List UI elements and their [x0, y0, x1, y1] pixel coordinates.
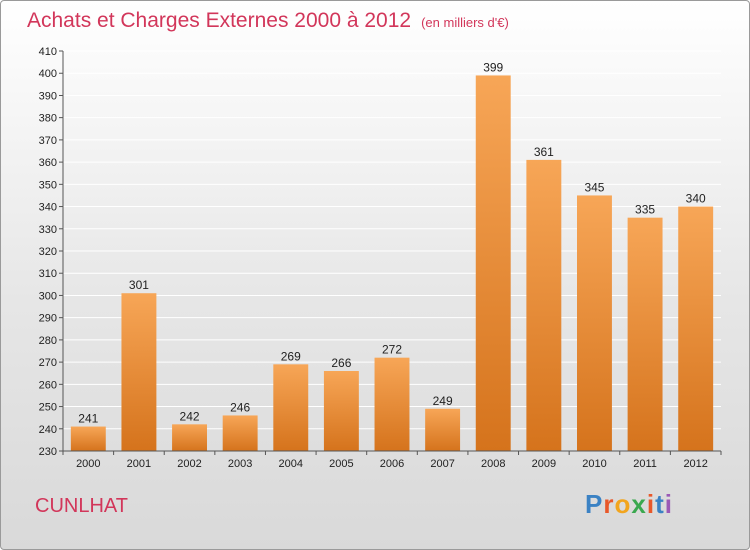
x-axis-ticks: 2000 2001 2002 2003 2004 2005 2006 2007 2008 2009…: [62, 451, 722, 470]
bar-2009: [526, 159, 562, 451]
x-tick-label-2000: 2000: [76, 458, 100, 470]
y-tick-label: 250: [39, 402, 57, 414]
x-tick-label-2009: 2009: [532, 458, 556, 470]
x-tick-label-2004: 2004: [279, 458, 303, 470]
y-tick-label: 260: [39, 379, 57, 391]
logo-letter: i: [664, 489, 673, 519]
bar-2001: [121, 293, 157, 451]
value-label-2000: 241: [78, 412, 98, 426]
x-tick-label-2006: 2006: [380, 458, 404, 470]
y-tick-label: 230: [39, 446, 57, 458]
x-tick-label-2007: 2007: [430, 458, 454, 470]
y-tick-label: 360: [39, 157, 57, 169]
y-tick-label: 240: [39, 424, 57, 436]
bar-2005: [323, 371, 359, 451]
bar-2011: [627, 217, 663, 451]
y-tick-label: 270: [39, 357, 57, 369]
place-name: CUNLHAT: [35, 495, 128, 517]
x-tick-label-2010: 2010: [582, 458, 606, 470]
y-tick-label: 300: [39, 290, 57, 302]
y-tick-label: 290: [39, 313, 57, 325]
y-tick-label: 370: [39, 135, 57, 147]
y-tick-label: 350: [39, 179, 57, 191]
value-labels: 241 301 242 246 269 266 272 249 399 361 345 335 340: [78, 60, 706, 425]
bars: [70, 75, 714, 451]
bar-2008: [475, 75, 511, 451]
x-tick-label-2008: 2008: [481, 458, 505, 470]
value-label-2003: 246: [230, 400, 250, 414]
value-label-2010: 345: [584, 180, 604, 194]
chart-subtitle: (en milliers d'€): [421, 15, 509, 30]
y-tick-label: 400: [39, 68, 57, 80]
bar-2000: [70, 426, 106, 451]
value-label-2008: 399: [483, 60, 503, 74]
logo-letter: o: [614, 489, 632, 519]
x-tick-label-2011: 2011: [633, 458, 657, 470]
y-tick-label: 310: [39, 268, 57, 280]
logo-letter: r: [603, 489, 615, 519]
bar-2003: [222, 415, 258, 451]
value-label-2001: 301: [129, 278, 149, 292]
y-tick-label: 320: [39, 246, 57, 258]
value-label-2006: 272: [382, 343, 402, 357]
logo-letter: t: [655, 489, 665, 519]
y-tick-label: 330: [39, 224, 57, 236]
bar-2002: [172, 424, 208, 451]
bar-2004: [273, 364, 309, 451]
x-tick-label-2001: 2001: [127, 458, 151, 470]
chart-title-text: Achats et Charges Externes 2000 à 2012: [27, 9, 412, 32]
x-tick-label-2005: 2005: [329, 458, 353, 470]
y-tick-label: 390: [39, 90, 57, 102]
value-label-2002: 242: [180, 409, 200, 423]
x-tick-label-2012: 2012: [683, 458, 707, 470]
value-label-2007: 249: [433, 394, 453, 408]
y-tick-label: 340: [39, 202, 57, 214]
logo-letter: P: [585, 489, 604, 519]
bar-2010: [576, 195, 612, 451]
x-tick-label-2003: 2003: [228, 458, 252, 470]
bar-2006: [374, 357, 410, 451]
bar-2007: [425, 408, 461, 451]
y-tick-label: 380: [39, 113, 57, 125]
chart-title: Achats et Charges Externes 2000 à 2012 (e…: [27, 9, 509, 33]
value-label-2009: 361: [534, 145, 554, 159]
logo-letter: i: [646, 489, 656, 519]
logo-letter: x: [631, 489, 647, 519]
value-label-2011: 335: [635, 203, 655, 217]
value-label-2004: 269: [281, 349, 301, 363]
proxiti-logo: Proxiti: [585, 489, 673, 520]
value-label-2005: 266: [331, 356, 351, 370]
bar-2012: [678, 206, 714, 451]
y-tick-label: 410: [39, 46, 57, 58]
x-tick-label-2002: 2002: [177, 458, 201, 470]
value-label-2012: 340: [686, 192, 706, 206]
y-tick-label: 280: [39, 335, 57, 347]
y-axis-ticks: 230 240 250 260 270 280 290 300 310 320 330 340 350 3…: [39, 46, 63, 458]
